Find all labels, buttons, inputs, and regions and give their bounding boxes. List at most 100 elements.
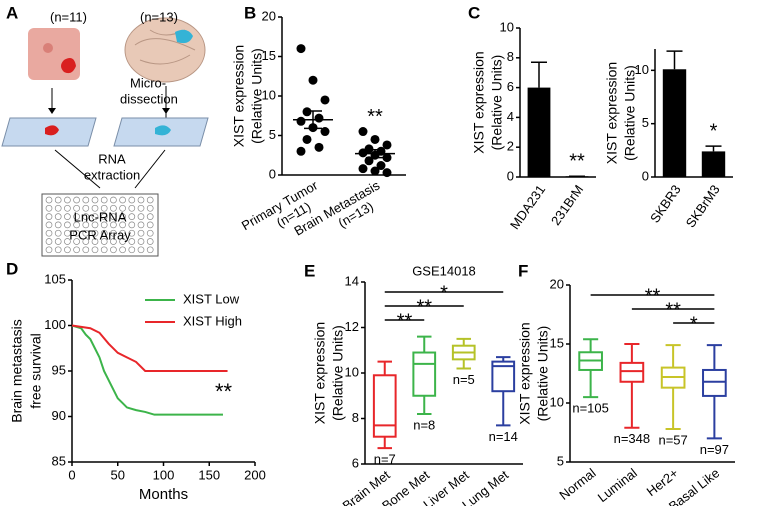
- y-axis-label: XIST expression: [604, 62, 620, 164]
- y-tick-label: 6: [507, 79, 514, 94]
- step-label: Lnc-RNA: [74, 209, 127, 224]
- well: [137, 229, 145, 237]
- n-label: n=14: [489, 429, 518, 444]
- box: [491, 360, 516, 393]
- well: [64, 229, 71, 237]
- well: [45, 221, 53, 229]
- whisker: [377, 360, 392, 450]
- whisker: [706, 344, 722, 440]
- error-bar: [705, 145, 722, 152]
- well: [82, 238, 90, 245]
- well: [45, 204, 53, 212]
- well: [119, 246, 126, 254]
- y-tick-label: 10: [262, 87, 276, 102]
- well: [128, 213, 136, 220]
- arrow: [54, 149, 101, 189]
- n-label: n=105: [572, 401, 609, 416]
- well: [100, 229, 108, 237]
- well: [73, 238, 80, 245]
- y-tick-label: 10: [635, 62, 649, 77]
- x-tick-label-group: Normal: [556, 465, 598, 503]
- x-tick-label-group: Luminal: [595, 465, 640, 505]
- well: [82, 229, 90, 237]
- well: [82, 221, 90, 229]
- whisker: [456, 337, 471, 370]
- y-tick-label: 12: [345, 319, 359, 334]
- whisker: [624, 343, 640, 429]
- well: [54, 246, 62, 254]
- data-point: [358, 127, 368, 137]
- significance: **: [645, 285, 661, 307]
- arrow-head: [48, 108, 56, 114]
- arrow-head: [162, 108, 170, 114]
- x-tick-label: Lung Met: [459, 467, 511, 506]
- data-point: [370, 166, 380, 176]
- panel-label: B: [244, 3, 256, 22]
- x-tick-label: 231BrM: [548, 182, 586, 228]
- step-label: RNA: [98, 151, 126, 166]
- data-point: [308, 75, 318, 85]
- well: [119, 196, 126, 204]
- y-tick-label: 20: [262, 8, 276, 23]
- well: [137, 238, 145, 245]
- panel-label: F: [518, 261, 528, 280]
- sem-bar: [304, 110, 322, 130]
- data-point: [302, 107, 312, 117]
- well: [128, 221, 136, 229]
- y-tick-label: 10: [345, 364, 359, 379]
- x-tick-label-group: 231BrM: [548, 182, 586, 228]
- x-tick-label: 0: [68, 467, 75, 482]
- well: [91, 196, 99, 204]
- panel-label: C: [468, 3, 480, 22]
- y-axis-label: (Relative Units): [489, 55, 505, 151]
- arrow: [134, 149, 166, 189]
- well: [119, 213, 126, 220]
- y-tick-label: 0: [642, 168, 649, 183]
- well: [82, 196, 90, 204]
- well: [100, 221, 108, 229]
- well: [110, 246, 117, 254]
- well: [64, 221, 71, 229]
- data-point: [376, 161, 386, 171]
- well: [82, 246, 90, 254]
- y-tick-label: 2: [507, 139, 514, 154]
- well: [128, 204, 136, 212]
- well: [100, 204, 108, 212]
- whisker: [496, 356, 511, 427]
- well: [64, 204, 71, 212]
- n-label: n=8: [413, 417, 435, 432]
- data-point: [382, 168, 392, 178]
- survival-curve: [71, 324, 228, 372]
- whisker: [583, 338, 599, 399]
- well: [54, 229, 62, 237]
- data-point: [382, 153, 392, 163]
- well: [137, 204, 145, 212]
- data-point: [364, 156, 374, 166]
- chart-title: GSE14018: [412, 263, 476, 278]
- well: [45, 213, 53, 220]
- y-tick-label: 15: [262, 48, 276, 63]
- well: [91, 204, 99, 212]
- significance: **: [569, 151, 585, 173]
- well: [100, 246, 108, 254]
- significance: *: [440, 282, 448, 304]
- tumor: [61, 58, 76, 74]
- data-point: [358, 148, 368, 158]
- step-label: Micro-: [130, 75, 166, 90]
- well: [54, 238, 62, 245]
- well: [110, 204, 117, 212]
- y-axis-label: XIST expression: [312, 322, 328, 424]
- well: [110, 221, 117, 229]
- x-tick-label-group: Lung Met: [459, 467, 511, 506]
- x-tick-label: SKBR3: [647, 182, 684, 226]
- y-tick-label: 90: [52, 408, 66, 423]
- well: [110, 213, 117, 220]
- y-tick-label: 20: [550, 276, 564, 291]
- well: [110, 238, 117, 245]
- step-label: extraction: [84, 167, 140, 182]
- well: [128, 246, 136, 254]
- metastasis: [175, 29, 193, 44]
- panel-a: (n=11) (n=13) Micro- dissection RNA extr…: [1, 9, 209, 257]
- panel-label: E: [304, 261, 315, 280]
- whisker: [665, 344, 681, 430]
